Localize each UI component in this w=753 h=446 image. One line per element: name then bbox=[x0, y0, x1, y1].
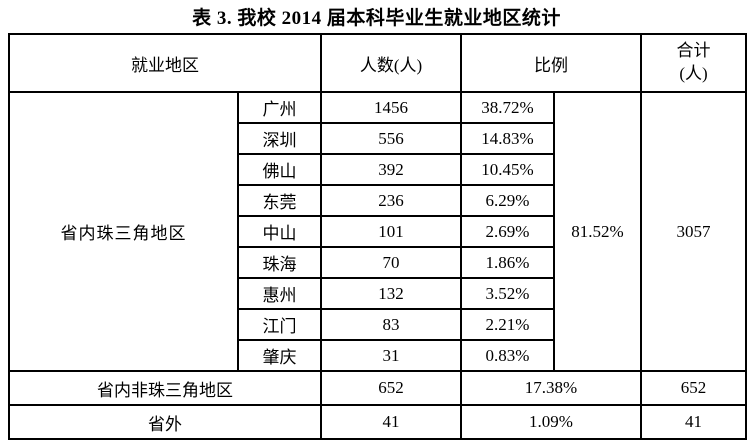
count-cell: 83 bbox=[320, 308, 462, 341]
count-cell: 132 bbox=[320, 277, 462, 310]
ratio-cell: 14.83% bbox=[460, 122, 555, 155]
count-cell: 101 bbox=[320, 215, 462, 248]
count-cell: 70 bbox=[320, 246, 462, 279]
table-row-out-of-province: 省外 41 1.09% 41 bbox=[8, 404, 747, 440]
table-row: 惠州 132 3.52% bbox=[9, 277, 746, 310]
ratio-cell: 1.86% bbox=[460, 246, 555, 279]
table-row: 中山 101 2.69% bbox=[9, 215, 746, 248]
table-title: 表 3. 我校 2014 届本科毕业生就业地区统计 bbox=[192, 8, 561, 29]
ratio-cell: 1.09% bbox=[460, 404, 642, 440]
count-cell: 41 bbox=[320, 404, 462, 440]
header-total: 合计 (人) bbox=[640, 33, 747, 93]
ratio-cell: 0.83% bbox=[460, 339, 555, 372]
header-total-line2: (人) bbox=[679, 64, 708, 83]
prd-total-cell: 3057 bbox=[640, 91, 747, 372]
count-cell: 31 bbox=[320, 339, 462, 372]
table-row: 肇庆 31 0.83% bbox=[9, 339, 746, 372]
employment-region-table: 就业地区 人数(人) 比例 合计 (人) 省内珠三角地区 广州 1456 38.… bbox=[8, 33, 747, 440]
table-row: 深圳 556 14.83% bbox=[9, 122, 746, 155]
table-row: 江门 83 2.21% bbox=[9, 308, 746, 341]
table-header-row: 就业地区 人数(人) 比例 合计 (人) bbox=[8, 33, 747, 93]
table-row: 东莞 236 6.29% bbox=[9, 184, 746, 217]
region-non-prd-label: 省内非珠三角地区 bbox=[8, 370, 322, 406]
city-cell: 珠海 bbox=[237, 246, 322, 279]
count-cell: 392 bbox=[320, 153, 462, 186]
table-row: 省内珠三角地区 广州 1456 38.72% 81.52% 3057 bbox=[8, 91, 747, 372]
city-cell: 江门 bbox=[237, 308, 322, 341]
ratio-cell: 38.72% bbox=[460, 91, 555, 124]
city-cell: 佛山 bbox=[237, 153, 322, 186]
header-region: 就业地区 bbox=[8, 33, 322, 93]
total-cell: 41 bbox=[640, 404, 747, 440]
count-cell: 236 bbox=[320, 184, 462, 217]
prd-subtotal-ratio-cell: 81.52% bbox=[553, 91, 642, 372]
table-row: 珠海 70 1.86% bbox=[9, 246, 746, 279]
ratio-cell: 6.29% bbox=[460, 184, 555, 217]
region-out-label: 省外 bbox=[8, 404, 322, 440]
city-cell: 深圳 bbox=[237, 122, 322, 155]
count-cell: 652 bbox=[320, 370, 462, 406]
city-cell: 惠州 bbox=[237, 277, 322, 310]
city-cell: 肇庆 bbox=[237, 339, 322, 372]
city-cell: 东莞 bbox=[237, 184, 322, 217]
ratio-cell: 3.52% bbox=[460, 277, 555, 310]
ratio-cell: 17.38% bbox=[460, 370, 642, 406]
header-total-line1: 合计 bbox=[676, 41, 711, 61]
city-cell: 中山 bbox=[237, 215, 322, 248]
count-cell: 1456 bbox=[320, 91, 462, 124]
region-group-prd-label: 省内珠三角地区 bbox=[8, 91, 239, 372]
ratio-cell: 10.45% bbox=[460, 153, 555, 186]
header-ratio: 比例 bbox=[460, 33, 642, 93]
count-cell: 556 bbox=[320, 122, 462, 155]
city-cell: 广州 bbox=[237, 91, 322, 124]
table-row-non-prd: 省内非珠三角地区 652 17.38% 652 bbox=[8, 370, 747, 406]
total-cell: 652 bbox=[640, 370, 747, 406]
header-count: 人数(人) bbox=[320, 33, 462, 93]
ratio-cell: 2.21% bbox=[460, 308, 555, 341]
ratio-cell: 2.69% bbox=[460, 215, 555, 248]
table-row: 佛山 392 10.45% bbox=[9, 153, 746, 186]
